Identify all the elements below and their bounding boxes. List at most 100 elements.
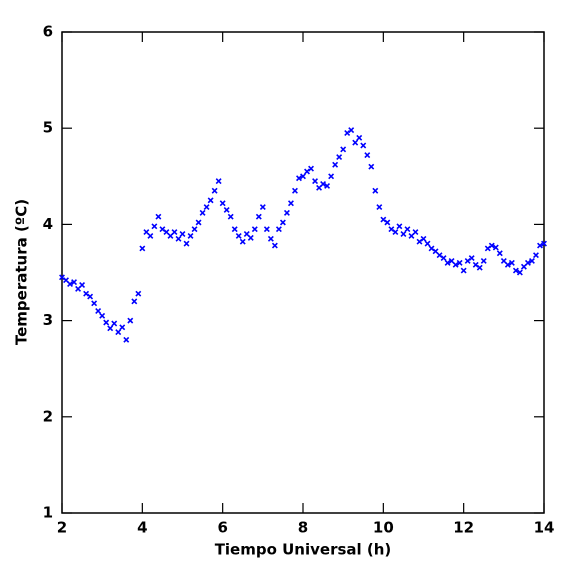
data-point — [175, 235, 182, 242]
y-tick-label: 1 — [43, 504, 53, 522]
data-point — [336, 154, 343, 161]
data-point — [292, 187, 298, 194]
x-axis-label: Tiempo Universal (h) — [215, 541, 392, 559]
data-point — [424, 240, 431, 247]
data-point — [512, 267, 519, 274]
data-point — [203, 204, 210, 211]
data-point — [300, 173, 306, 180]
data-point — [320, 181, 327, 187]
data-point — [215, 178, 222, 185]
x-tick-label: 14 — [534, 519, 555, 537]
y-tick-label: 4 — [43, 215, 53, 233]
data-point — [123, 336, 130, 343]
data-point — [191, 226, 198, 233]
data-point — [404, 226, 411, 233]
data-point — [263, 226, 270, 233]
data-point — [476, 264, 483, 271]
data-point — [111, 320, 118, 327]
data-point — [115, 329, 122, 336]
data-point — [324, 182, 331, 189]
data-point — [131, 298, 138, 305]
data-point — [348, 127, 355, 134]
data-point — [364, 152, 371, 159]
data-point — [103, 319, 110, 326]
data-point — [279, 219, 286, 226]
y-tick-label: 2 — [43, 407, 53, 425]
data-point — [283, 209, 290, 216]
data-point — [223, 207, 230, 213]
data-point — [537, 242, 543, 249]
data-point — [396, 223, 403, 230]
y-axis-label: Temperatura (ºC) — [13, 199, 31, 345]
data-point — [452, 261, 459, 268]
data-point — [372, 187, 379, 194]
data-point — [155, 213, 162, 220]
data-point — [135, 290, 142, 297]
data-point — [271, 242, 278, 249]
data-point — [332, 161, 339, 168]
data-point — [251, 226, 258, 233]
data-point — [255, 213, 262, 220]
data-point — [71, 279, 78, 286]
data-point — [440, 255, 447, 262]
data-point — [239, 238, 246, 245]
data-point — [259, 204, 266, 211]
data-point — [119, 324, 126, 331]
data-point — [496, 250, 503, 257]
data-point — [328, 173, 335, 180]
data-point — [107, 325, 114, 332]
data-point — [524, 259, 531, 266]
data-point — [420, 235, 427, 242]
data-point — [151, 223, 158, 230]
data-point — [219, 200, 226, 207]
y-tick-label: 5 — [43, 119, 53, 137]
data-point — [87, 293, 94, 300]
data-point — [308, 165, 314, 172]
data-point — [79, 282, 86, 288]
y-tick-label: 3 — [43, 311, 53, 329]
x-tick-label: 2 — [57, 519, 67, 537]
data-point — [127, 317, 134, 324]
data-point — [541, 240, 547, 247]
x-tick-label: 4 — [137, 519, 147, 537]
data-point — [368, 163, 375, 170]
data-point — [67, 281, 73, 288]
data-point — [340, 146, 347, 153]
data-point — [480, 257, 487, 264]
data-point — [468, 255, 475, 262]
data-point — [352, 139, 359, 146]
data-point — [247, 234, 254, 241]
data-point — [533, 252, 539, 259]
data-point — [91, 300, 98, 307]
data-point — [376, 204, 383, 211]
data-point — [312, 178, 319, 185]
data-point — [456, 259, 463, 266]
data-point — [95, 308, 102, 314]
data-point — [195, 219, 202, 226]
data-point — [275, 226, 282, 233]
data-point — [356, 134, 363, 141]
data-point — [287, 200, 294, 207]
data-point — [296, 175, 302, 182]
data-point — [231, 226, 238, 233]
x-tick-label: 8 — [298, 519, 308, 537]
data-point — [207, 197, 214, 204]
x-tick-label: 10 — [373, 519, 394, 537]
data-point — [199, 209, 206, 216]
data-point — [211, 187, 218, 194]
data-point — [412, 229, 419, 236]
data-point — [147, 232, 154, 239]
data-point — [384, 219, 391, 226]
data-point — [400, 231, 407, 237]
data-point — [460, 267, 467, 274]
data-point — [488, 242, 495, 249]
data-point — [139, 245, 146, 252]
data-point — [179, 231, 186, 237]
data-point — [187, 232, 194, 239]
data-point — [444, 259, 451, 266]
data-point — [492, 244, 499, 251]
data-point — [99, 312, 106, 319]
data-point — [504, 261, 511, 268]
data-point — [360, 142, 367, 149]
